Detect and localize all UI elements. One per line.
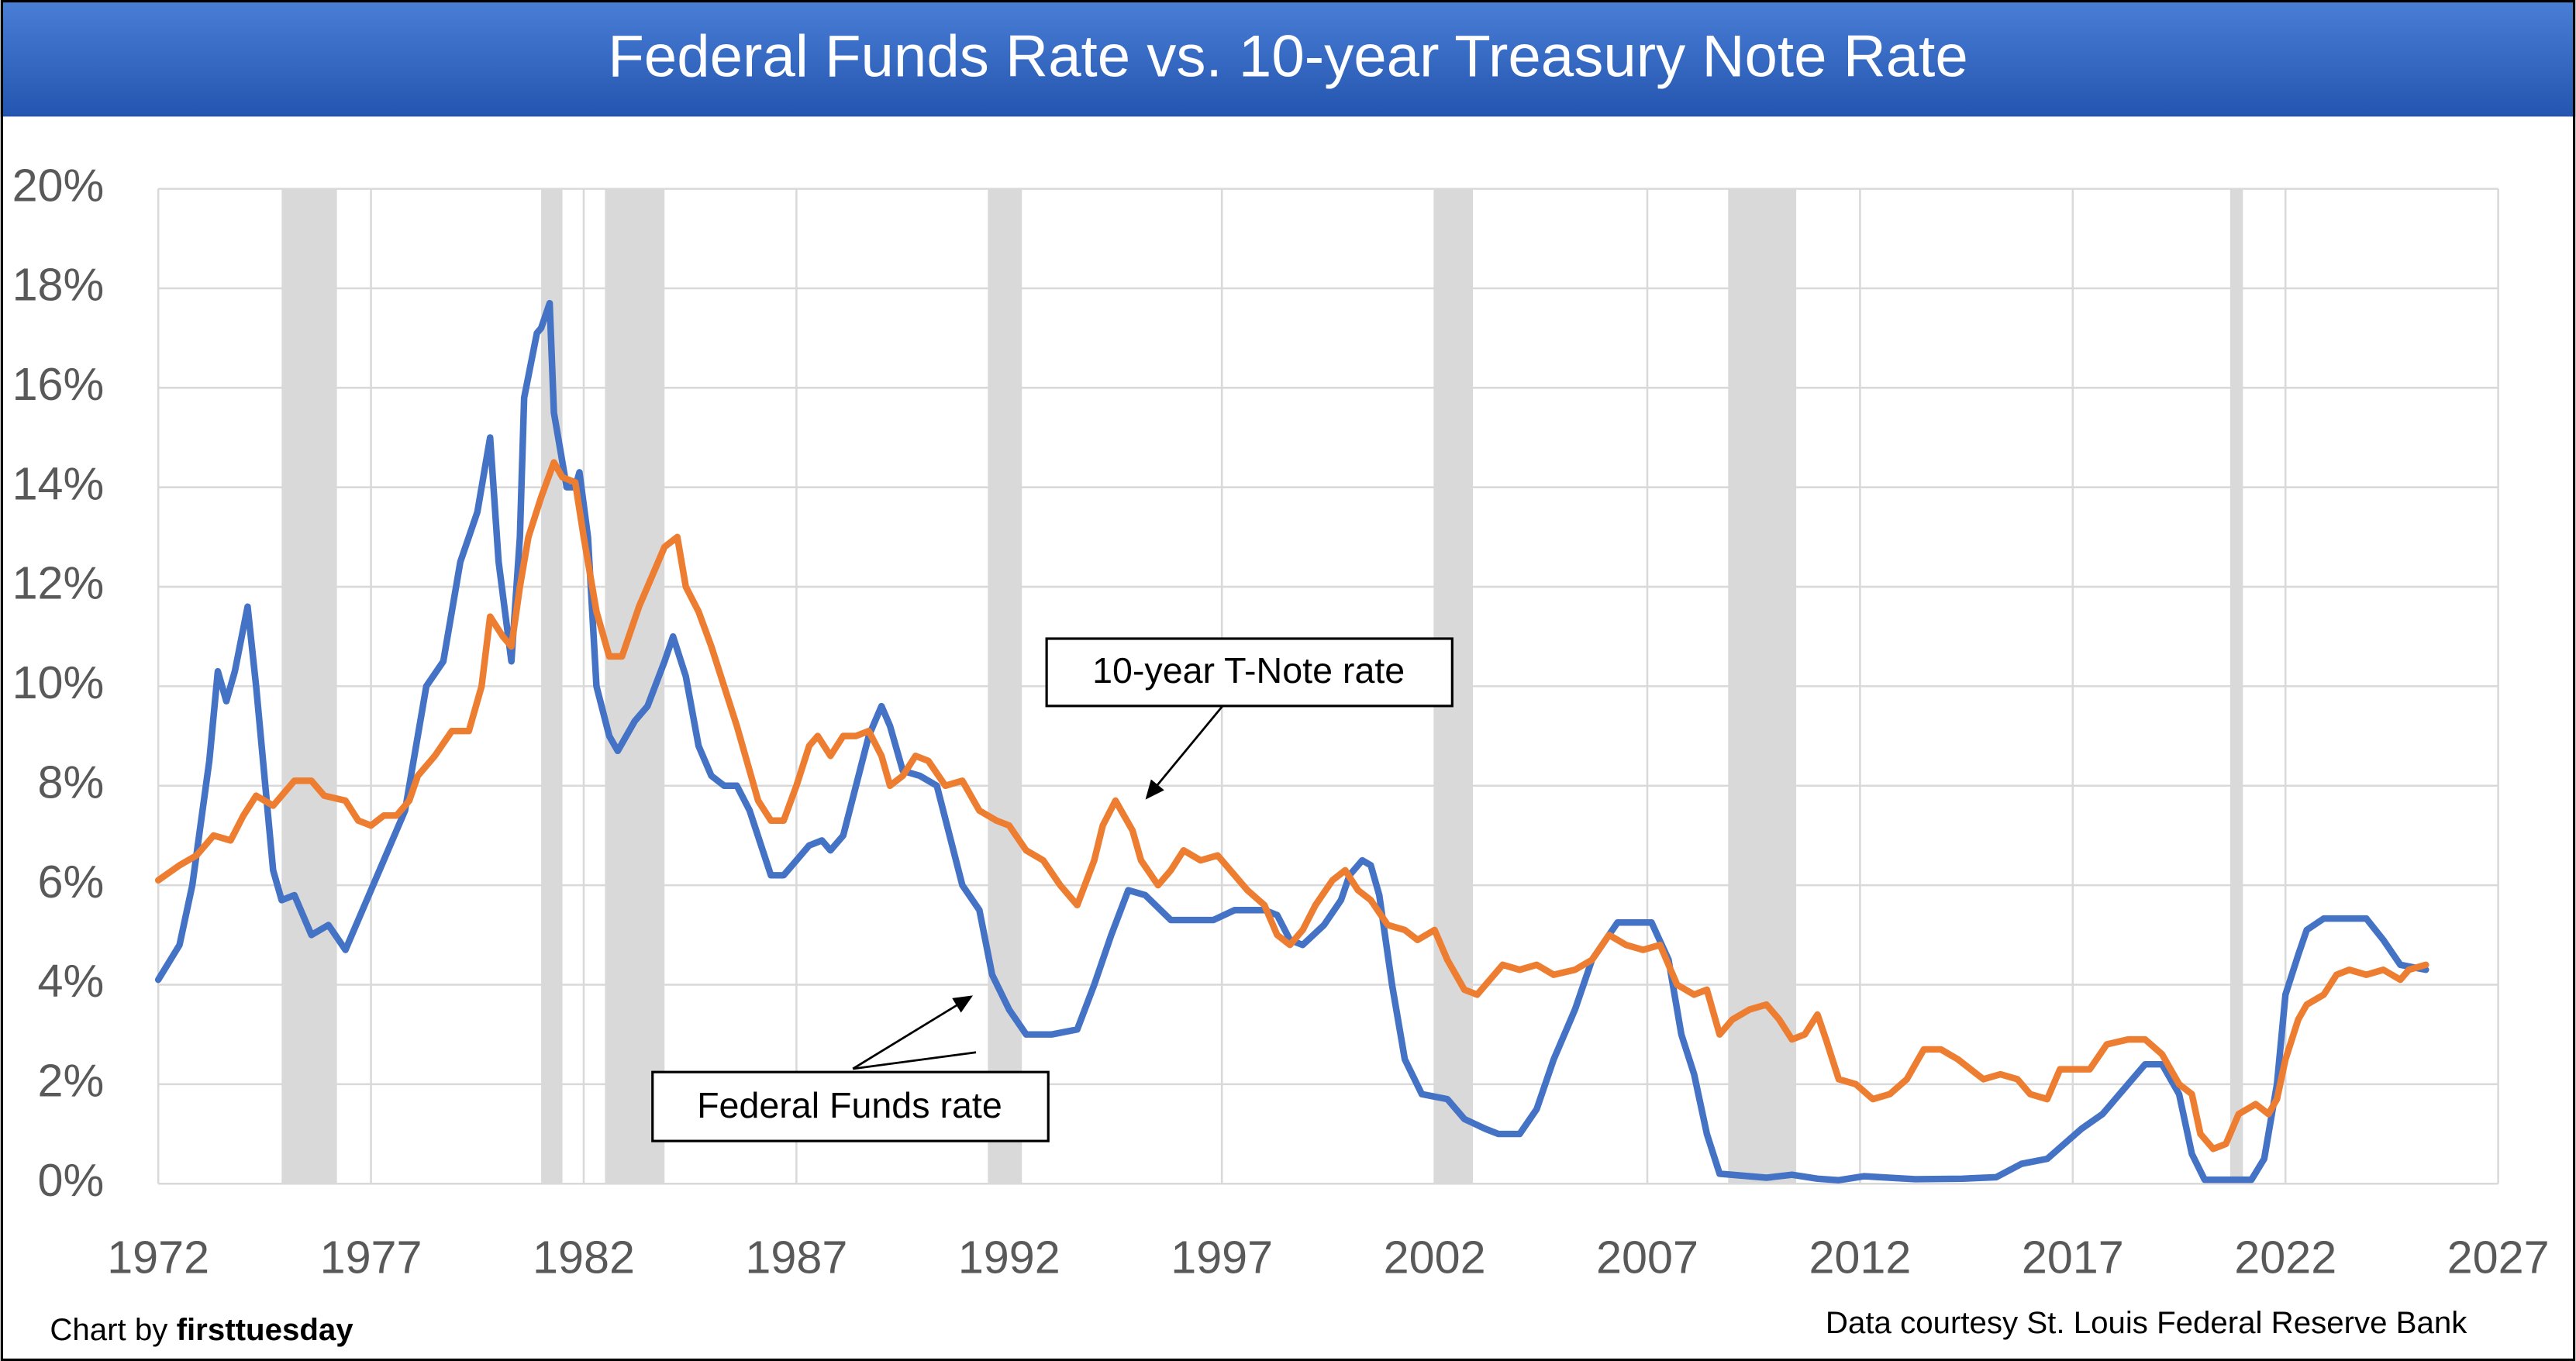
x-tick-label: 1997 [1171, 1231, 1273, 1283]
x-tick-label: 2017 [2022, 1231, 2124, 1283]
y-tick-label: 12% [12, 557, 105, 609]
x-tick-label: 2027 [2447, 1231, 2550, 1283]
annotation: 10-year T-Note rate [1092, 650, 1405, 691]
y-tick-label: 8% [38, 756, 105, 808]
chart-title: Federal Funds Rate vs. 10-year Treasury … [608, 24, 1968, 90]
series-line [154, 299, 2429, 1184]
y-tick-label: 0% [38, 1154, 105, 1206]
x-tick-label: 2007 [1596, 1231, 1698, 1283]
x-tick-label: 1992 [958, 1231, 1060, 1283]
x-tick-label: 2002 [1384, 1231, 1486, 1283]
title-bar [0, 0, 2576, 117]
x-tick-label: 1977 [320, 1231, 422, 1283]
y-tick-label: 18% [12, 259, 105, 311]
x-tick-label: 1972 [107, 1231, 209, 1283]
y-tick-label: 10% [12, 656, 105, 708]
y-tick-label: 4% [38, 955, 105, 1007]
credit-name: firsttuesday [177, 1311, 354, 1346]
arrow-line [852, 1051, 977, 1070]
source: Data courtesy St. Louis Federal Reserve … [1826, 1305, 2467, 1340]
annotation-box [1045, 637, 1454, 708]
credit-prefix: Chart by [50, 1311, 168, 1346]
x-tick-label: 1982 [533, 1231, 635, 1283]
fed-arrow [852, 995, 974, 1070]
y-tick-label: 14% [12, 457, 105, 509]
y-tick-label: 16% [12, 358, 105, 410]
y-tick-label: 20% [12, 159, 105, 211]
tnote-arrow [1145, 703, 1225, 800]
y-tick-label: 2% [38, 1055, 105, 1107]
annotation-box [651, 1070, 1050, 1142]
x-tick-label: 1987 [745, 1231, 847, 1283]
x-tick-label: 2022 [2234, 1231, 2336, 1283]
credit: Chart by firsttuesday [50, 1311, 353, 1346]
annotation: Federal Funds rate [697, 1085, 1002, 1125]
series-line [154, 459, 2429, 1153]
x-tick-label: 2012 [1809, 1231, 1911, 1283]
y-tick-label: 6% [38, 856, 105, 908]
